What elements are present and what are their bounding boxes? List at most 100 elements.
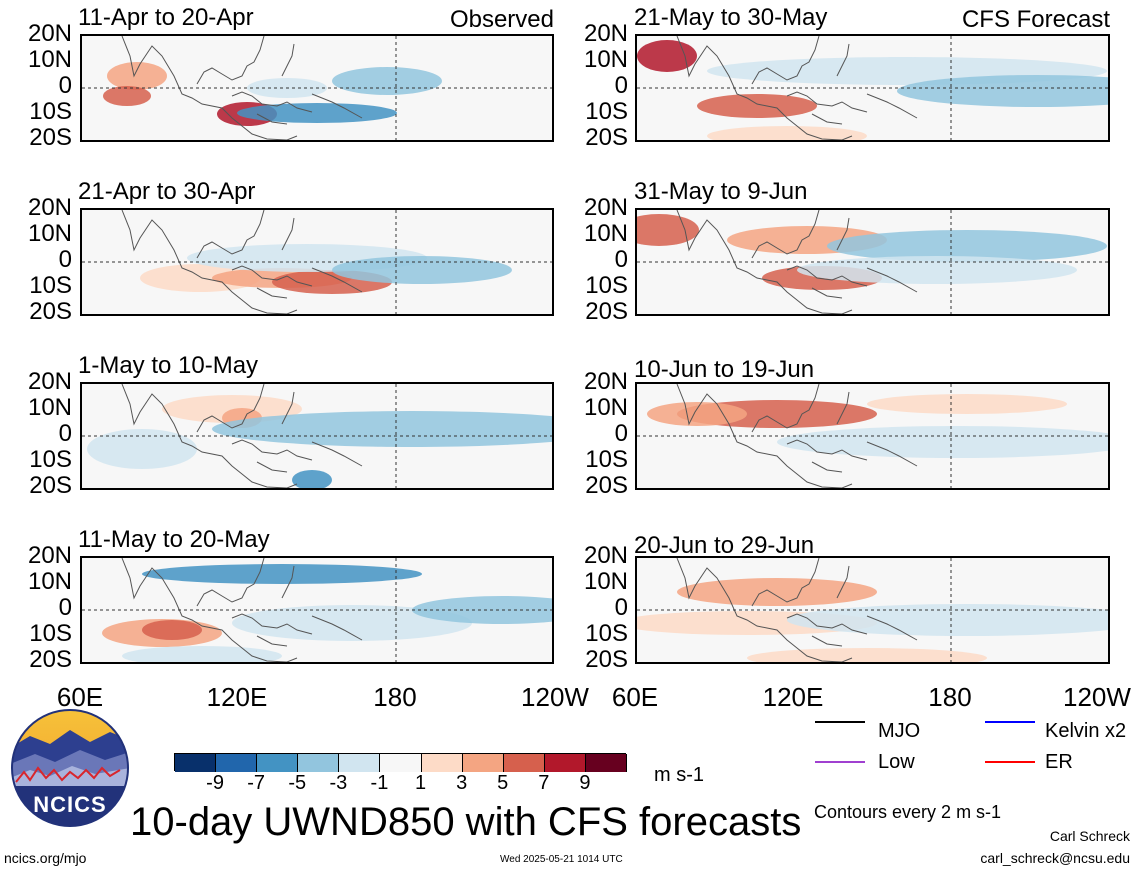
observed-map-panel [80, 208, 554, 316]
colorbar-tick-label: -1 [370, 772, 389, 794]
author-name: Carl Schreck [1049, 828, 1130, 844]
lat-tick-label: 10N [27, 46, 72, 73]
lat-tick-label: 10S [585, 272, 628, 299]
anomaly-shading [237, 103, 397, 123]
colorbar-tick-label: 5 [497, 772, 509, 794]
legend-low-line [815, 761, 865, 763]
legend-low-label: Low [878, 751, 915, 773]
anomaly-shading [232, 605, 472, 641]
coastline [121, 210, 363, 314]
anomaly-shading [787, 604, 1108, 636]
observed-label: Observed [449, 6, 554, 33]
observed-panel-2-title: 21-Apr to 30-Apr [78, 178, 256, 205]
coastline [676, 558, 918, 662]
forecast-map-panel [635, 208, 1110, 316]
lat-tick-label: 20S [29, 472, 72, 499]
anomaly-shading [87, 429, 197, 469]
lat-tick-label: 20S [585, 646, 628, 673]
lat-tick-label: 0 [614, 420, 628, 447]
lat-tick-label: 20N [27, 542, 72, 569]
coastline [121, 384, 363, 488]
coastline [121, 558, 363, 662]
coastline [121, 36, 363, 140]
forecast-panel-4-title: 20-Jun to 29-Jun [634, 532, 815, 559]
anomaly-shading [332, 67, 442, 95]
lat-tick-label: 0 [614, 246, 628, 273]
anomaly-shading [142, 620, 202, 640]
colorbar-swatch [257, 754, 299, 772]
forecast-panel-1-title: 21-May to 30-May [634, 4, 828, 31]
anomaly-shading [292, 470, 332, 488]
ncics-logo: NCICS [10, 708, 130, 828]
wind-anomaly-field [82, 384, 552, 488]
anomaly-shading [707, 126, 867, 140]
coastline [676, 210, 918, 314]
wind-anomaly-field [637, 210, 1108, 314]
lat-tick-label: 20N [27, 20, 72, 47]
lat-tick-label: 20S [585, 472, 628, 499]
wind-anomaly-field [82, 558, 552, 662]
anomaly-shading [212, 411, 552, 447]
colorbar-swatch [298, 754, 340, 772]
colorbar-swatch [503, 754, 545, 772]
colorbar-tick-label: 3 [456, 772, 468, 794]
lat-tick-label: 10N [583, 220, 628, 247]
lat-tick-label: 20N [583, 20, 628, 47]
wind-anomaly-field [637, 384, 1108, 488]
lat-tick-label: 0 [614, 594, 628, 621]
legend-er-label: ER [1045, 751, 1073, 773]
anomaly-shading [797, 256, 1077, 284]
lat-tick-label: 10N [583, 46, 628, 73]
source-url[interactable]: ncics.org/mjo [4, 850, 87, 866]
anomaly-shading [122, 646, 282, 662]
colorbar-tick-label: -7 [247, 772, 266, 794]
anomaly-shading [867, 394, 1067, 414]
lat-tick-label: 10S [585, 620, 628, 647]
colorbar-swatch [339, 754, 381, 772]
author-email[interactable]: carl_schreck@ncsu.edu [980, 850, 1130, 866]
colorbar-swatch [544, 754, 586, 772]
anomaly-shading [747, 648, 987, 662]
anomaly-shading [412, 596, 552, 624]
legend-mjo-label: MJO [878, 720, 921, 742]
anomaly-shading [777, 426, 1108, 458]
anomaly-shading [827, 230, 1107, 262]
timestamp: Wed 2025-05-21 1014 UTC [500, 854, 623, 865]
lat-tick-label: 0 [58, 246, 72, 273]
legend-kelvin-line [985, 721, 1035, 723]
lat-tick-label: 10S [585, 98, 628, 125]
lat-tick-label: 10S [29, 272, 72, 299]
observed-panel-1-title: 11-Apr to 20-Apr [78, 4, 254, 31]
lat-tick-label: 20N [27, 368, 72, 395]
anomaly-shading [162, 395, 302, 423]
lat-tick-label: 10N [583, 394, 628, 421]
lon-tick-180-left: 180 [373, 682, 417, 712]
lat-tick-label: 20N [583, 194, 628, 221]
anomaly-shading [107, 62, 167, 90]
lat-tick-label: 20S [585, 298, 628, 325]
legend-er-line [985, 761, 1035, 763]
observed-map-panel [80, 556, 554, 664]
wind-anomaly-field [637, 36, 1108, 140]
lat-tick-label: 10S [29, 620, 72, 647]
colorbar [174, 753, 627, 772]
anomaly-shading [140, 264, 260, 292]
lon-tick-60e-right: 60E [611, 682, 659, 712]
observed-panel-3-title: 1-May to 10-May [78, 352, 259, 379]
lat-tick-label: 10N [27, 568, 72, 595]
lat-tick-label: 0 [614, 72, 628, 99]
lat-tick-label: 20N [583, 368, 628, 395]
anomaly-shading [677, 578, 877, 606]
colorbar-tick-label: 1 [414, 772, 427, 794]
anomaly-shading [697, 94, 817, 118]
colorbar-swatch [380, 754, 422, 772]
lat-tick-label: 10S [29, 446, 72, 473]
colorbar-tick-label: -3 [329, 772, 348, 794]
forecast-label: CFS Forecast [961, 6, 1110, 33]
anomaly-shading [637, 40, 697, 72]
lon-tick-60e-left: 60E [56, 682, 104, 712]
anomaly-shading [897, 75, 1108, 107]
lat-tick-label: 20N [583, 542, 628, 569]
main-title: 10-day UWND850 with CFS forecasts [130, 800, 802, 844]
coastline [676, 384, 918, 488]
